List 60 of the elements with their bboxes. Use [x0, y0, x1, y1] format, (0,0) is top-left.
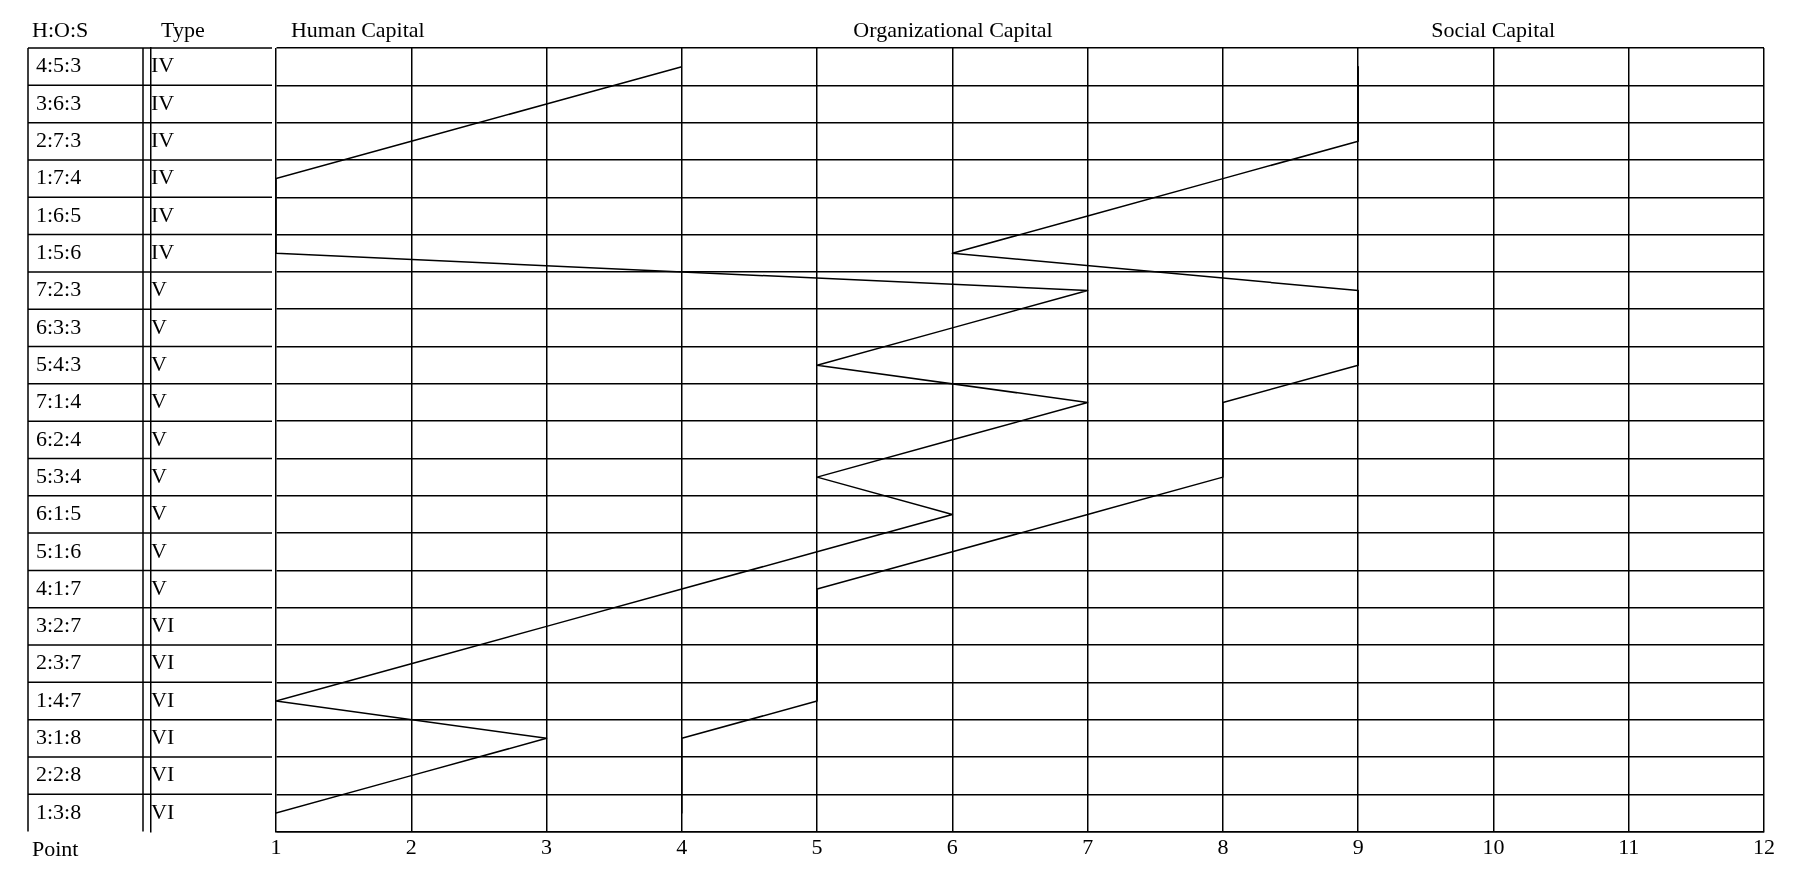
y2-tick-label: V: [151, 500, 167, 526]
y-tick-label: 3:6:3: [36, 89, 82, 115]
y2-tick-label: VI: [151, 724, 175, 750]
x-tick-label: 9: [1352, 833, 1364, 859]
x-tick-label: 8: [1217, 833, 1229, 859]
y-tick-label: 2:2:8: [36, 761, 82, 787]
y2-tick-label: V: [151, 276, 167, 302]
x-axis-title: Point: [32, 836, 79, 862]
y2-tick-label: V: [151, 425, 167, 451]
y-tick-label: 1:3:8: [36, 798, 82, 824]
x-tick-label: 6: [946, 833, 958, 859]
y2-axis-title: Type: [161, 16, 205, 42]
x-tick-label: 7: [1082, 833, 1094, 859]
y-tick-label: 1:6:5: [36, 201, 82, 227]
y2-tick-label: IV: [151, 201, 175, 227]
x-tick-label: 1: [270, 833, 282, 859]
y-tick-label: 6:2:4: [36, 425, 82, 451]
y-tick-label: 6:3:3: [36, 313, 82, 339]
y-tick-label: 7:2:3: [36, 276, 82, 302]
y-tick-label: 5:4:3: [36, 350, 82, 376]
y2-tick-label: V: [151, 462, 167, 488]
x-tick-label: 10: [1482, 833, 1505, 859]
y-tick-label: 6:1:5: [36, 500, 82, 526]
x-tick-label: 5: [811, 833, 823, 859]
y2-tick-label: VI: [151, 649, 175, 675]
y-tick-label: 1:5:6: [36, 239, 82, 265]
y-tick-label: 5:1:6: [36, 537, 82, 563]
y2-tick-label: V: [151, 350, 167, 376]
y-tick-label: 7:1:4: [36, 388, 82, 414]
text: Human Capital: [290, 16, 425, 42]
y2-tick-label: VI: [151, 612, 175, 638]
y-tick-label: 5:3:4: [36, 462, 82, 488]
y2-tick-label: IV: [151, 127, 175, 153]
y2-tick-label: IV: [151, 164, 175, 190]
y2-tick-label: VI: [151, 798, 175, 824]
x-tick-label: 3: [541, 833, 553, 859]
y2-tick-label: V: [151, 388, 167, 414]
y2-tick-label: IV: [151, 89, 175, 115]
y2-tick-label: IV: [151, 239, 175, 265]
x-tick-label: 12: [1753, 833, 1775, 859]
y-tick-label: 4:1:7: [36, 574, 82, 600]
y2-tick-label: VI: [151, 686, 175, 712]
x-tick-label: 2: [405, 833, 417, 859]
y-tick-label: 2:7:3: [36, 127, 82, 153]
y2-tick-label: IV: [151, 52, 175, 78]
x-tick-label: 4: [676, 833, 688, 859]
y-tick-label: 1:7:4: [36, 164, 82, 190]
y-axis-title: H:O:S: [32, 16, 89, 42]
y-tick-label: 4:5:3: [36, 52, 82, 78]
y2-tick-label: VI: [151, 761, 175, 787]
y-tick-label: 3:2:7: [36, 612, 82, 638]
text: Social Capital: [1431, 16, 1556, 42]
x-tick-label: 11: [1618, 833, 1640, 859]
y2-tick-label: V: [151, 574, 167, 600]
y2-tick-label: V: [151, 537, 167, 563]
y-tick-label: 3:1:8: [36, 724, 82, 750]
text: Organizational Capital: [853, 16, 1053, 42]
y-tick-label: 1:4:7: [36, 686, 82, 712]
y-tick-label: 2:3:7: [36, 649, 82, 675]
y2-tick-label: V: [151, 313, 167, 339]
